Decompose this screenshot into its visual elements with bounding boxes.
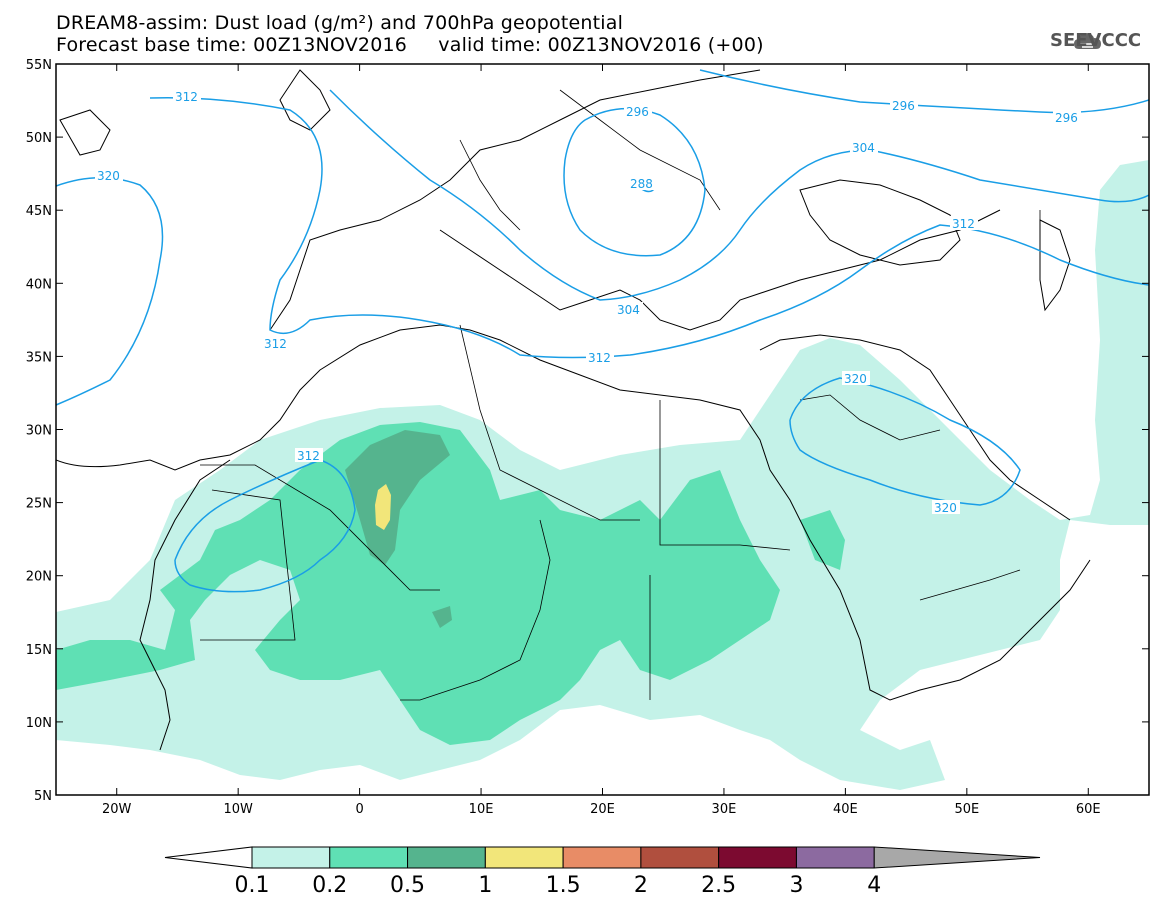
colorbar-swatch bbox=[640, 846, 720, 869]
lat-tick-label: 45N bbox=[26, 204, 52, 219]
contour-label: 320 bbox=[934, 501, 957, 515]
contour-label: 312 bbox=[588, 351, 611, 365]
lat-tick-label: 55N bbox=[26, 58, 52, 73]
lat-tick-label: 35N bbox=[26, 350, 52, 365]
cloud-logo-icon bbox=[1074, 33, 1101, 49]
lon-tick-label: 60E bbox=[1076, 802, 1101, 817]
colorbar-label: 3 bbox=[789, 873, 803, 898]
colorbar-swatch bbox=[251, 846, 331, 869]
colorbar-swatch bbox=[795, 846, 875, 869]
colorbar-label: 4 bbox=[867, 873, 881, 898]
contour-label: 288 bbox=[630, 177, 653, 191]
colorbar-swatch bbox=[407, 846, 486, 869]
dust-area-high-small bbox=[432, 606, 452, 628]
colorbar-swatch bbox=[329, 846, 409, 869]
contour-label: 312 bbox=[952, 217, 975, 231]
contour-labels: 312 296 296 296 288 304 312 320 312 304 … bbox=[95, 89, 1081, 515]
contour-label: 304 bbox=[852, 141, 875, 155]
dust-area-low bbox=[56, 160, 1149, 790]
lon-tick-label: 10E bbox=[469, 802, 494, 817]
lon-tick-label: 20E bbox=[590, 802, 615, 817]
contour-label: 296 bbox=[626, 105, 649, 119]
colorbar-label: 0.5 bbox=[390, 873, 425, 898]
colorbar-swatch bbox=[718, 846, 797, 869]
colorbar-label: 1 bbox=[478, 873, 492, 898]
lon-tick-label: 40E bbox=[833, 802, 858, 817]
logo-text: SEEVCCC bbox=[1050, 30, 1142, 51]
lon-tick-label: 10W bbox=[223, 802, 253, 817]
dust-area-mid bbox=[56, 422, 780, 745]
dust-field bbox=[56, 160, 1149, 790]
lat-tick-label: 5N bbox=[34, 789, 52, 804]
lat-tick-label: 30N bbox=[26, 424, 52, 439]
longitude-axis: 20W 10W 0 10E 20E 30E 40E 50E 60E bbox=[102, 64, 1101, 817]
colorbar-swatch bbox=[562, 846, 642, 869]
colorbar-label: 2 bbox=[634, 873, 648, 898]
contour-label: 304 bbox=[617, 303, 640, 317]
colorbar-high-arrow bbox=[873, 846, 1041, 869]
lon-tick-label: 20W bbox=[102, 802, 132, 817]
lat-tick-label: 10N bbox=[26, 716, 52, 731]
colorbar: 0.1 0.2 0.5 1 1.5 2 2.5 3 4 bbox=[164, 846, 1041, 898]
dust-area-high bbox=[345, 430, 450, 565]
lon-tick-label: 30E bbox=[712, 802, 737, 817]
contour-label: 320 bbox=[844, 372, 867, 386]
contour-label: 312 bbox=[175, 90, 198, 104]
contour-label: 296 bbox=[1055, 111, 1078, 125]
lat-tick-label: 15N bbox=[26, 643, 52, 658]
lon-tick-label: 50E bbox=[954, 802, 979, 817]
contour-label: 296 bbox=[892, 99, 915, 113]
lat-tick-label: 20N bbox=[26, 570, 52, 585]
colorbar-swatch bbox=[484, 846, 564, 869]
lat-tick-label: 50N bbox=[26, 131, 52, 146]
dust-area-peak bbox=[375, 484, 391, 530]
contour-label: 320 bbox=[97, 169, 120, 183]
colorbar-label: 0.1 bbox=[235, 873, 270, 898]
lon-tick-label: 0 bbox=[355, 802, 363, 817]
lat-tick-label: 25N bbox=[26, 497, 52, 512]
colorbar-low-arrow bbox=[164, 846, 253, 869]
dust-area-mid-red-sea bbox=[800, 510, 845, 570]
colorbar-label: 2.5 bbox=[701, 873, 736, 898]
colorbar-label: 0.2 bbox=[312, 873, 347, 898]
map-title: DREAM8-assim: Dust load (g/m²) and 700hP… bbox=[56, 12, 624, 34]
lat-tick-label: 40N bbox=[26, 277, 52, 292]
coastlines bbox=[56, 69, 1091, 751]
contour-label: 312 bbox=[297, 449, 320, 463]
colorbar-label: 1.5 bbox=[546, 873, 581, 898]
contour-label: 312 bbox=[264, 337, 287, 351]
latitude-axis: 55N 50N 45N 40N 35N 30N 25N 20N 15N 10N 5N bbox=[26, 58, 1149, 804]
borders bbox=[200, 89, 1041, 701]
forecast-time-line: Forecast base time: 00Z13NOV2016 valid t… bbox=[56, 34, 764, 56]
